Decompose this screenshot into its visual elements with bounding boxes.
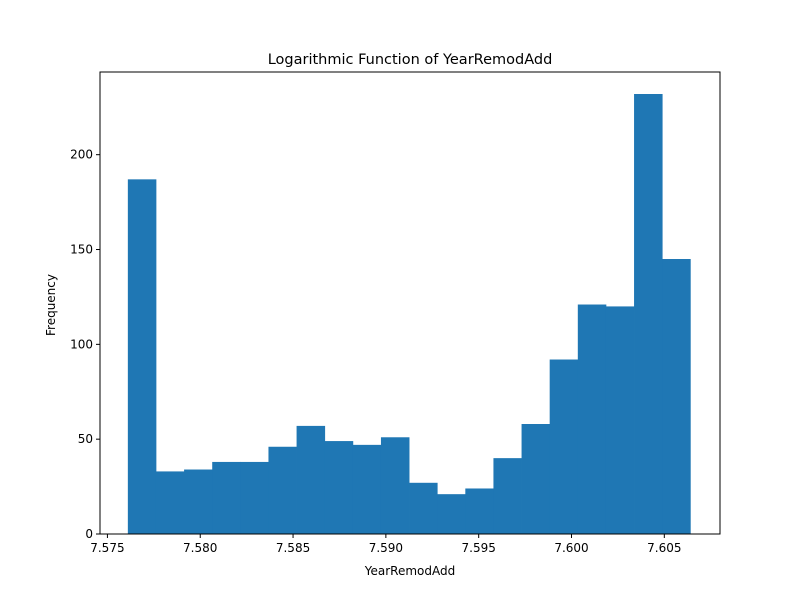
histogram-bar (184, 469, 213, 534)
y-tick-label: 0 (85, 527, 93, 541)
histogram-bar (521, 424, 551, 534)
x-tick-label: 7.585 (276, 541, 310, 555)
histogram-bar (634, 94, 663, 534)
y-tick-label: 100 (70, 337, 93, 351)
y-tick-label: 150 (70, 243, 93, 257)
histogram-bar (493, 458, 522, 534)
x-axis-ticks: 7.575 7.580 7.585 7.590 7.595 7.600 7.605 (90, 534, 681, 555)
histogram-bar (127, 179, 157, 534)
plot-area-frame (99, 71, 721, 535)
histogram-bar (155, 471, 185, 534)
x-tick-label: 7.575 (90, 541, 124, 555)
histogram-bar (380, 437, 410, 534)
x-tick-label: 7.590 (369, 541, 403, 555)
x-tick-label: 7.600 (554, 541, 588, 555)
histogram-bar (437, 494, 466, 534)
histogram-bar (324, 441, 354, 534)
bars-group (127, 94, 691, 534)
histogram-bar (240, 461, 269, 534)
x-tick-label: 7.605 (647, 541, 681, 555)
chart-title: Logarithmic Function of YearRemodAdd (268, 52, 553, 68)
x-tick-label: 7.580 (183, 541, 217, 555)
histogram-bar (352, 444, 382, 534)
histogram-bar (212, 461, 241, 534)
x-tick-label: 7.595 (462, 541, 496, 555)
histogram-bar (577, 304, 607, 534)
y-axis-ticks: 0 50 100 150 200 (70, 148, 100, 541)
histogram-bar (465, 488, 494, 534)
x-axis-label: YearRemodAdd (364, 564, 455, 578)
histogram-bar (296, 425, 326, 534)
histogram-bar (268, 446, 297, 534)
histogram-bar (409, 482, 438, 534)
histogram-bar (605, 306, 635, 534)
y-axis-label: Frequency (44, 274, 58, 336)
histogram-bar (549, 359, 579, 534)
histogram-bar (662, 259, 691, 534)
y-tick-label: 50 (78, 432, 93, 446)
y-tick-label: 200 (70, 148, 93, 162)
